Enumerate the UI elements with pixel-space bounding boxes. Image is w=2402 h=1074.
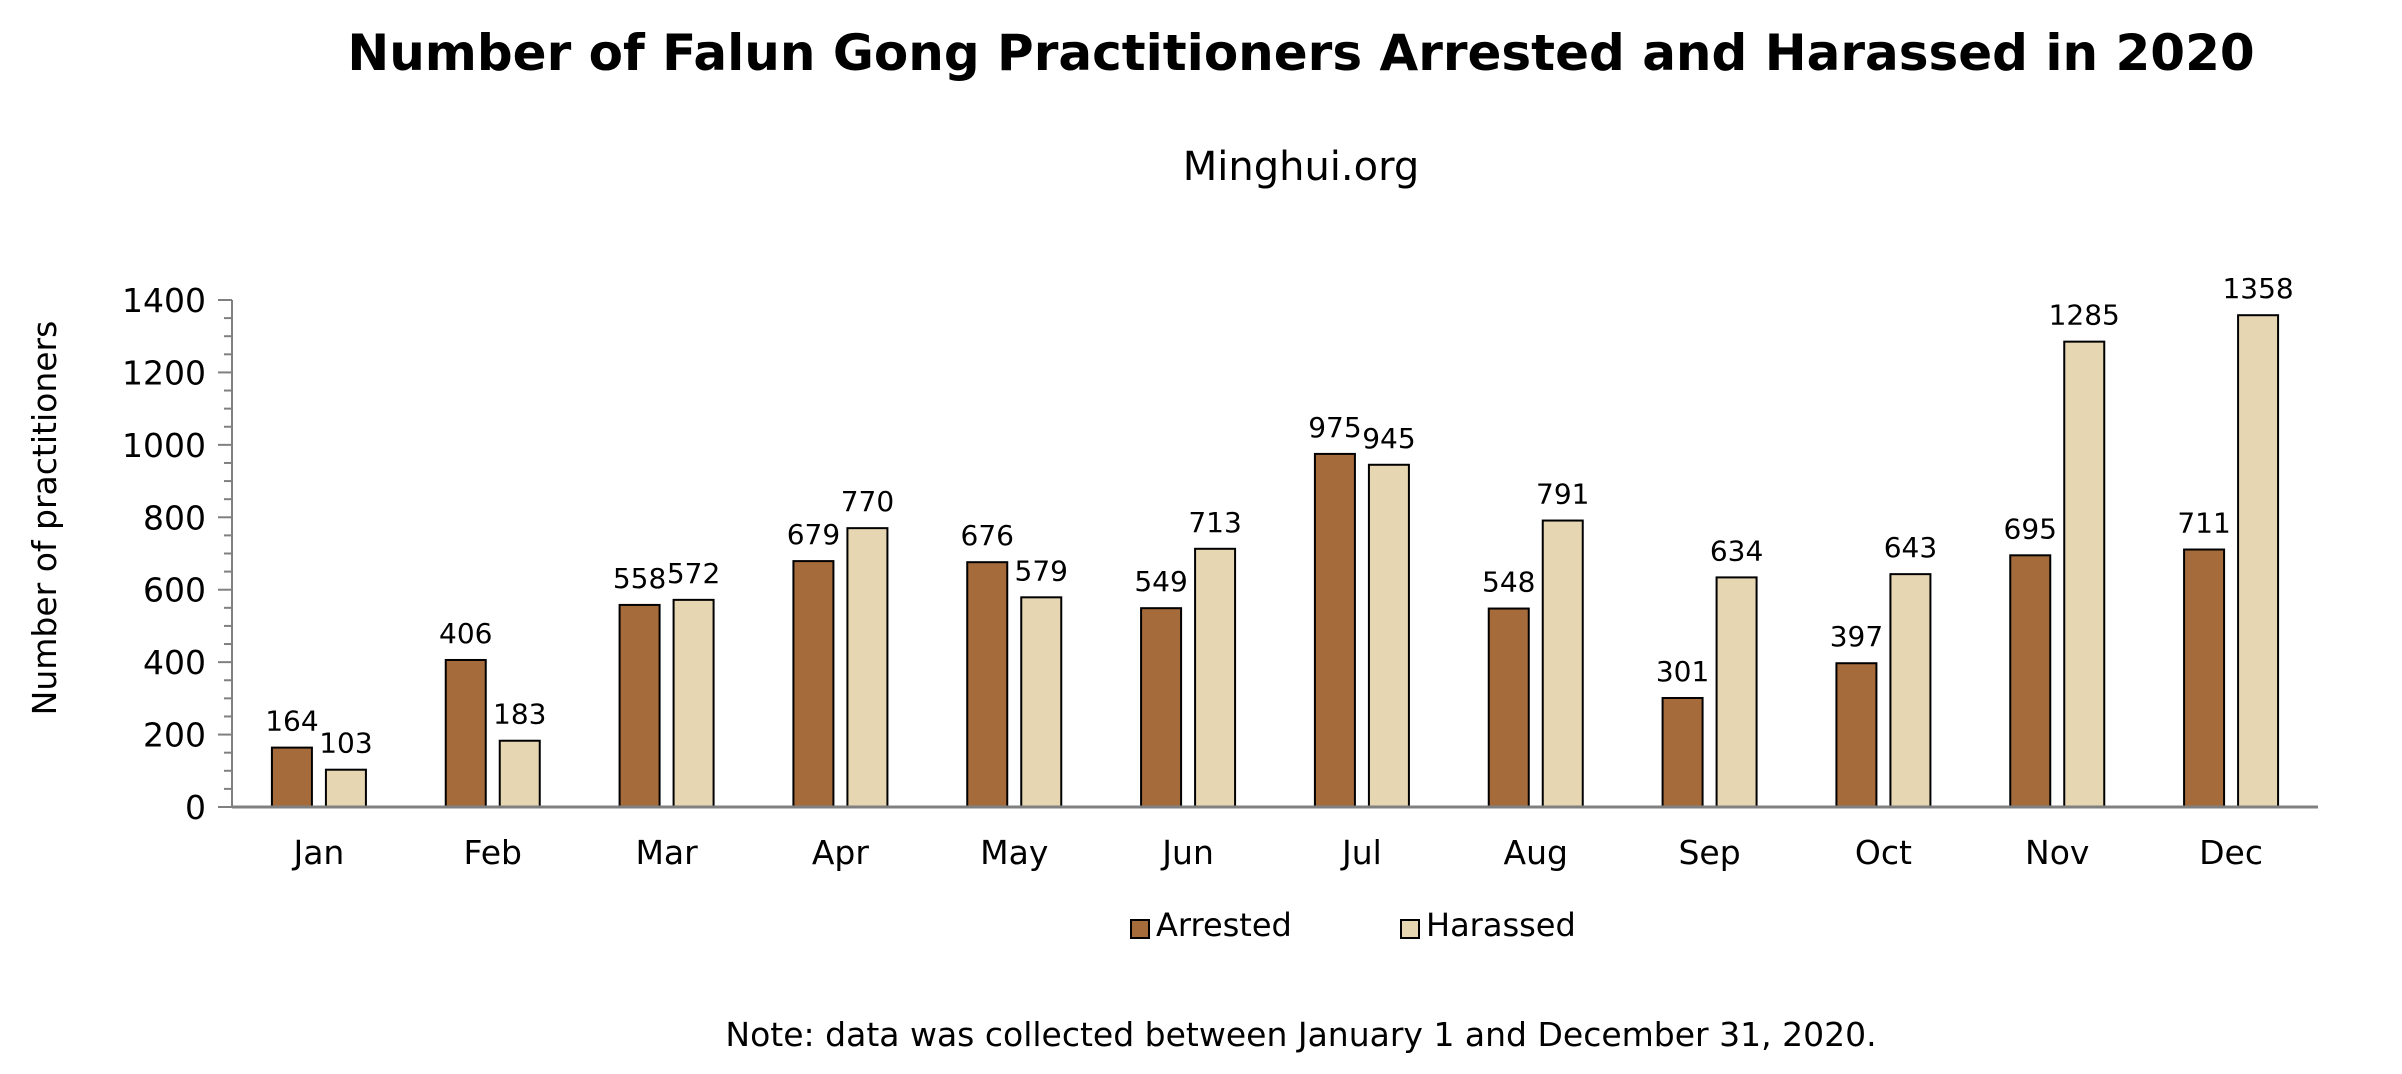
data-label-harassed-jul: 945 <box>1362 422 1415 455</box>
bar-arrested-aug <box>1487 607 1530 808</box>
bar-arrested-oct <box>1835 662 1878 809</box>
data-label-harassed-apr: 770 <box>841 485 894 518</box>
data-label-harassed-oct: 643 <box>1884 531 1937 564</box>
y-tick-label: 800 <box>143 498 206 537</box>
legend: Arrested Harassed <box>1130 906 1576 944</box>
data-label-harassed-may: 579 <box>1015 554 1068 587</box>
bar-harassed-aug <box>1541 519 1584 808</box>
x-tick-label: Dec <box>2199 833 2263 872</box>
data-label-arrested-jun: 549 <box>1134 565 1187 598</box>
data-label-arrested-jul: 975 <box>1308 411 1361 444</box>
x-tick-label: Oct <box>1855 833 1912 872</box>
y-tick-label: 1200 <box>122 353 206 392</box>
bar-arrested-apr <box>792 560 835 808</box>
data-label-arrested-sep: 301 <box>1656 655 1709 688</box>
x-tick-label: Mar <box>635 833 698 872</box>
bar-arrested-feb <box>444 658 487 808</box>
bar-arrested-nov <box>2009 554 2052 809</box>
bar-harassed-nov <box>2063 340 2106 808</box>
x-tick-label: Nov <box>2025 833 2089 872</box>
data-label-harassed-mar: 572 <box>667 557 720 590</box>
x-tick-label: Sep <box>1678 833 1740 872</box>
legend-swatch-arrested <box>1130 919 1150 939</box>
bar-harassed-jan <box>324 768 367 808</box>
bar-arrested-may <box>966 561 1009 808</box>
legend-label-arrested: Arrested <box>1156 906 1292 944</box>
chart-title: Number of Falun Gong Practitioners Arres… <box>347 24 2254 82</box>
bar-harassed-jun <box>1194 547 1237 808</box>
bar-arrested-jul <box>1313 452 1356 808</box>
y-tick-label: 200 <box>143 716 206 755</box>
bar-arrested-mar <box>618 603 661 808</box>
data-label-harassed-jan: 103 <box>319 727 372 760</box>
y-tick-label: 1400 <box>122 281 206 320</box>
x-tick-label: Jan <box>291 833 344 872</box>
data-label-harassed-aug: 791 <box>1536 478 1589 511</box>
legend-swatch-harassed <box>1400 919 1420 939</box>
x-tick-label: Jun <box>1160 833 1214 872</box>
bar-arrested-jun <box>1140 607 1183 809</box>
y-tick-label: 400 <box>143 643 206 682</box>
bar-harassed-sep <box>1715 576 1758 808</box>
data-label-arrested-mar: 558 <box>613 562 666 595</box>
data-label-arrested-oct: 397 <box>1830 620 1883 653</box>
bar-harassed-mar <box>672 598 715 809</box>
data-label-harassed-feb: 183 <box>493 698 546 731</box>
y-axis-title: Number of practitioners <box>25 321 64 716</box>
bar-harassed-jul <box>1367 463 1410 808</box>
bar-arrested-jan <box>270 746 313 809</box>
y-tick-label: 1000 <box>122 426 206 465</box>
chart-note: Note: data was collected between January… <box>725 1015 1876 1054</box>
x-tick-label: Feb <box>464 833 522 872</box>
bar-harassed-feb <box>498 739 541 808</box>
legend-label-harassed: Harassed <box>1426 906 1576 944</box>
bar-harassed-apr <box>846 527 889 809</box>
data-label-harassed-nov: 1285 <box>2049 299 2120 332</box>
data-label-arrested-aug: 548 <box>1482 566 1535 599</box>
data-label-harassed-dec: 1358 <box>2222 272 2293 305</box>
bar-arrested-sep <box>1661 696 1704 808</box>
x-tick-label: Apr <box>812 833 870 872</box>
y-tick-label: 600 <box>143 571 206 610</box>
data-label-arrested-feb: 406 <box>439 617 492 650</box>
bar-harassed-dec <box>2237 314 2280 808</box>
y-tick-label: 0 <box>185 788 206 827</box>
bar-harassed-oct <box>1889 573 1932 809</box>
bar-harassed-may <box>1020 596 1063 808</box>
x-tick-label: May <box>980 833 1048 872</box>
data-label-arrested-nov: 695 <box>2004 512 2057 545</box>
data-label-harassed-jun: 713 <box>1188 506 1241 539</box>
data-label-arrested-apr: 679 <box>787 518 840 551</box>
x-tick-label: Jul <box>1340 833 1382 872</box>
x-tick-label: Aug <box>1504 833 1568 872</box>
data-label-arrested-jan: 164 <box>265 705 318 738</box>
data-label-harassed-sep: 634 <box>1710 534 1763 567</box>
bar-arrested-dec <box>2183 548 2226 808</box>
chart-subtitle: Minghui.org <box>1183 144 1420 190</box>
data-label-arrested-dec: 711 <box>2177 507 2230 540</box>
data-label-arrested-may: 676 <box>961 519 1014 552</box>
